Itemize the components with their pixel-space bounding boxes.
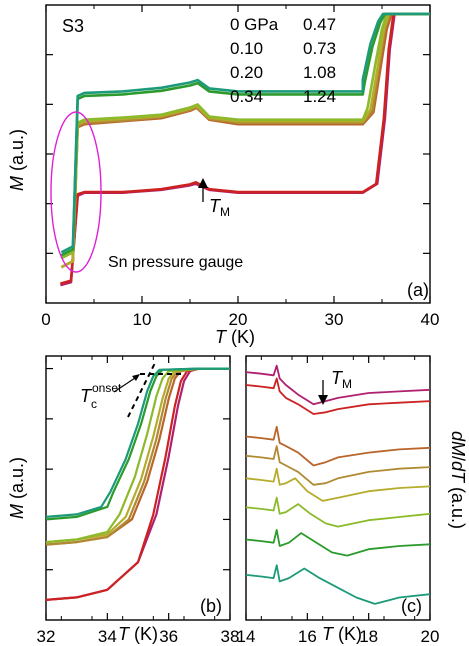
tm-sub-c: M: [342, 377, 352, 391]
panel-c-series: [245, 364, 431, 605]
panel-c-ticks: 14 16 18 20: [237, 356, 440, 646]
panel-c: 14 16 18 20 TM (c) T (K) dM/dT (a.u.): [237, 355, 468, 646]
x-tick-label: 32: [37, 627, 56, 646]
panel-label-a: (a): [407, 280, 429, 300]
series-line-p010: [60, 12, 430, 285]
panel-a-ticks: 0 10 20 30 40: [41, 5, 439, 329]
svg-text:Tconset: Tc onset: [80, 381, 122, 411]
x-tick-label: 36: [159, 627, 178, 646]
x-tick-label: 40: [421, 310, 440, 329]
series-line-p073: [245, 496, 431, 528]
series-line-p073: [60, 12, 430, 260]
svg-text:TM: TM: [209, 196, 230, 219]
tc-sub: c: [91, 397, 97, 411]
panel-b-ticks: 32 34 36 38: [37, 356, 240, 646]
x-axis-label-a: T (K): [215, 327, 255, 347]
x-tick-label: 18: [359, 627, 378, 646]
x-tick-label: 38: [221, 627, 240, 646]
x-tick-label: 20: [421, 627, 440, 646]
series-line-p047: [245, 467, 431, 502]
legend-entry: 0.10: [230, 39, 263, 58]
series-line-p010: [245, 377, 431, 415]
tc-sup: onset: [92, 381, 122, 395]
series-line-p020: [245, 425, 431, 467]
x-tick-label: 0: [41, 310, 50, 329]
series-line-p124: [245, 564, 431, 605]
tm-arrowhead-c: [318, 395, 328, 405]
panel-b: 32 34 36 38 Tc onset (b) T (K) M (a.u.): [7, 355, 240, 646]
tm-annotation-c: TM: [318, 368, 352, 405]
legend-entry: 0.34: [230, 87, 263, 106]
legend-entry: 1.24: [303, 87, 336, 106]
svg-text:TM: TM: [331, 368, 352, 391]
series-line-p108: [60, 12, 430, 257]
x-tick-label: 34: [98, 627, 117, 646]
panel-c-frame: [245, 355, 431, 621]
x-axis-label-c: T (K): [322, 624, 362, 644]
x-tick-label: 20: [229, 310, 248, 329]
y-axis-label-a: M (a.u.): [7, 129, 27, 191]
legend-entry: 0.20: [230, 63, 263, 82]
series-line-p124: [60, 12, 430, 254]
x-tick-label: 30: [325, 310, 344, 329]
panel-b-series: [45, 367, 230, 601]
panel-label-c: (c): [401, 596, 422, 616]
sample-label: S3: [62, 16, 84, 36]
panel-a-series: [60, 12, 430, 287]
series-line-p108: [245, 529, 431, 557]
onset-tangent: [127, 360, 157, 418]
tm-var-c: T: [331, 368, 344, 388]
tm-var-a: T: [209, 196, 222, 216]
y-axis-label-b: M (a.u.): [7, 457, 27, 519]
gauge-label: Sn pressure gauge: [108, 254, 243, 271]
x-tick-label: 14: [237, 627, 256, 646]
series-line-p000: [245, 364, 431, 406]
legend-entry: 0.47: [303, 15, 336, 34]
x-tick-label: 16: [298, 627, 317, 646]
onset-arrowhead: [132, 374, 140, 381]
legend-entry: 0.73: [303, 39, 336, 58]
legend: 0 GPa 0.10 0.20 0.34 0.47 0.73 1.08 1.24: [230, 15, 336, 106]
panel-a: 0 10 20 30 40 S3 0 GPa 0.10 0.20 0.34 0.47 0.73 1.…: [7, 4, 439, 347]
x-tick-label: 10: [133, 310, 152, 329]
tm-sub-a: M: [220, 205, 230, 219]
y-axis-label-c: dM/dT (a.u.): [448, 431, 468, 529]
series-line-p034: [245, 445, 431, 486]
tc-var: T: [80, 386, 93, 406]
x-axis-label-b: T (K): [118, 624, 158, 644]
panel-b-frame: [45, 355, 231, 621]
series-line-p124: [45, 367, 230, 518]
tm-arrowhead-a: [198, 178, 208, 188]
onset-arrow: [113, 375, 139, 393]
gauge-ellipse: [50, 111, 102, 273]
tm-annotation-a: TM: [198, 178, 230, 219]
legend-entry: 1.08: [303, 63, 336, 82]
legend-entry: 0 GPa: [230, 15, 279, 34]
panel-label-b: (b): [200, 596, 222, 616]
